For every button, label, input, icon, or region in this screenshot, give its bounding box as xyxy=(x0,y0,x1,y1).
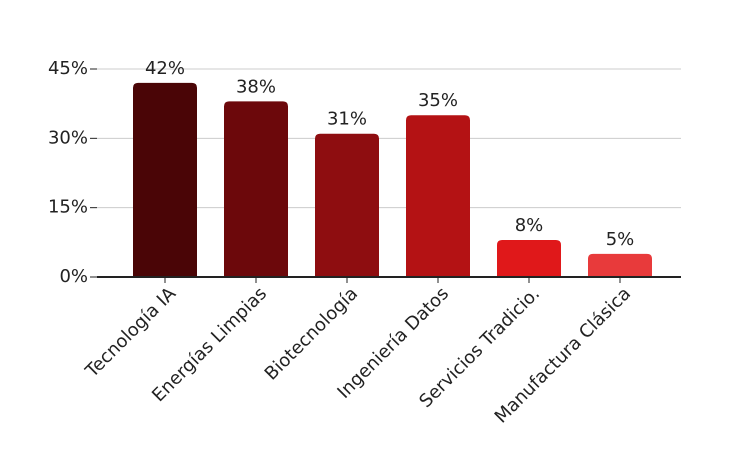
value-label: 5% xyxy=(606,229,635,250)
x-tick-label: Biotecnología xyxy=(261,283,362,384)
value-label: 8% xyxy=(515,215,544,236)
x-tick-label: Tecnología IA xyxy=(81,283,181,383)
value-label: 42% xyxy=(145,58,185,79)
bar xyxy=(315,133,379,277)
value-label: 35% xyxy=(418,90,458,111)
y-tick-label: 15% xyxy=(48,197,88,218)
y-tick-label: 30% xyxy=(48,127,88,148)
y-tick-label: 0% xyxy=(59,266,88,287)
bar xyxy=(224,101,288,277)
value-label: 38% xyxy=(236,76,276,97)
value-label: 31% xyxy=(327,109,367,130)
bar xyxy=(497,240,561,277)
bar xyxy=(588,253,652,277)
bar xyxy=(406,115,470,277)
y-tick-label: 45% xyxy=(48,58,88,79)
bar xyxy=(133,82,197,277)
